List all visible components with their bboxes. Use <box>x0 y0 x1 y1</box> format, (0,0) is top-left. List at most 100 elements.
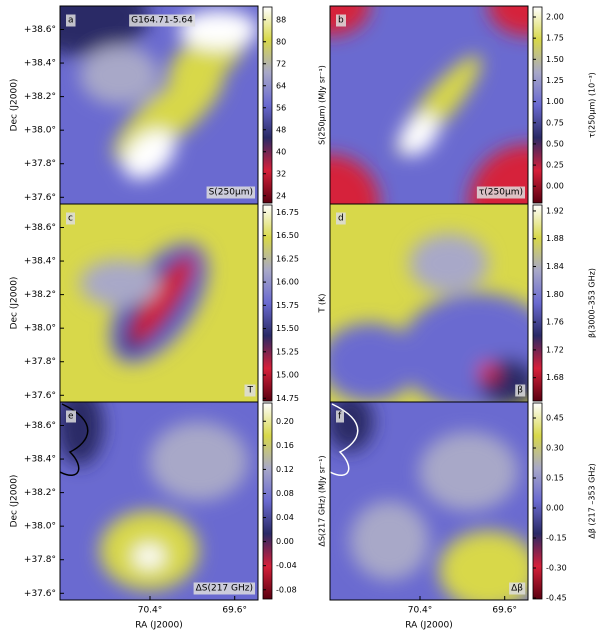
panel-annotation: e <box>68 412 74 422</box>
colorbar-tick-label: 16.25 <box>276 254 299 263</box>
y-tick-label: +38.0° <box>24 522 56 532</box>
colorbar-tick-label: -0.30 <box>546 564 567 573</box>
annotation-box <box>129 14 196 27</box>
map-blob <box>409 233 489 294</box>
map-blob <box>79 45 159 105</box>
map-blob <box>60 6 150 56</box>
x-axis-label: RA (J2000) <box>135 621 183 631</box>
colorbar-tick-label: -0.15 <box>546 534 567 543</box>
colorbar-tick-label: 0.25 <box>546 161 564 170</box>
colorbar-tick-label: 0.30 <box>546 444 564 453</box>
x-tick-label: 70.4° <box>408 606 433 616</box>
colorbar-label: S(250μm) (MJy sr⁻¹) <box>318 65 327 145</box>
panel-annotation: f <box>338 412 342 422</box>
colorbar-tick-label: 64 <box>276 81 286 90</box>
annotation-box <box>336 14 346 27</box>
colorbar-tick-label: 1.88 <box>546 234 564 243</box>
panel-annotation: Δβ <box>511 584 523 594</box>
colorbar <box>262 6 273 204</box>
contour <box>330 403 359 476</box>
annotation-box <box>515 384 526 397</box>
annotation-box <box>193 582 255 595</box>
colorbar-tick-label: 1.75 <box>546 34 564 43</box>
colorbar-tick-label: 72 <box>276 59 286 68</box>
x-tick-label: 69.6° <box>222 606 247 616</box>
map-blob <box>133 544 165 569</box>
colorbar-tick-label: 1.50 <box>546 55 564 64</box>
map-structure <box>330 233 528 402</box>
colorbar <box>532 402 543 600</box>
colorbar <box>262 402 273 600</box>
annotation-box <box>66 14 76 27</box>
y-tick-label: +38.2° <box>24 92 56 102</box>
colorbar-tick-label: 16.50 <box>276 231 299 240</box>
panel-annotation: G164.71-5.64 <box>131 16 193 26</box>
annotation-box <box>66 410 76 423</box>
colorbar-tick-label: 0.04 <box>276 513 294 522</box>
map-blob <box>330 6 370 36</box>
map-blob <box>349 500 429 581</box>
panel-annotation: ΔS(217 GHz) <box>196 584 253 594</box>
panel-annotation: d <box>338 214 344 224</box>
panel-annotation: T <box>247 386 254 396</box>
colorbar-tick-label: -0.04 <box>276 561 297 570</box>
map-blob <box>330 154 380 204</box>
colorbar-tick-label: 56 <box>276 103 286 112</box>
colorbar-tick-label: 0.16 <box>276 441 294 450</box>
colorbar-tick-label: 15.00 <box>276 371 299 380</box>
colorbar-tick-label: 16.75 <box>276 208 299 217</box>
map-blob <box>131 256 195 342</box>
colorbar-tick-label: 0.45 <box>546 414 564 423</box>
colorbar-tick-label: 40 <box>276 147 286 156</box>
colorbar-label: β(3000–353 GHz) <box>588 268 597 338</box>
annotation-box <box>66 212 75 225</box>
colorbar-tick-label: 88 <box>276 15 286 24</box>
colorbar-tick-label: 1.76 <box>546 318 564 327</box>
colorbar-tick-label: 1.68 <box>546 373 564 382</box>
y-tick-label: +38.6° <box>24 25 56 35</box>
colorbar-tick-label: 1.25 <box>546 76 564 85</box>
x-tick-label: 69.6° <box>492 606 517 616</box>
colorbar-tick-label: 0.15 <box>546 474 564 483</box>
map-image <box>330 204 528 402</box>
annotation-box <box>476 186 525 199</box>
colorbar-tick-label: 0.50 <box>546 139 564 148</box>
colorbar-tick-label: 48 <box>276 125 286 134</box>
annotation-box <box>336 410 344 423</box>
colorbar-tick-label: -0.45 <box>546 594 567 603</box>
y-tick-label: +38.4° <box>24 257 56 267</box>
y-tick-label: +38.4° <box>24 455 56 465</box>
y-tick-label: +37.6° <box>24 193 56 203</box>
colorbar <box>532 204 543 402</box>
panel-annotation: a <box>68 16 74 26</box>
annotation-box <box>509 582 526 595</box>
colorbar-tick-label: 0.08 <box>276 489 294 498</box>
colorbar-tick-label: 0.75 <box>546 118 564 127</box>
map-image <box>60 402 258 600</box>
panel-annotation: S(250μm) <box>209 188 253 198</box>
colorbar-tick-label: 2.00 <box>546 13 564 22</box>
colorbar-tick-label: 32 <box>276 169 286 178</box>
map-image <box>330 402 528 600</box>
y-tick-label: +37.6° <box>24 391 56 401</box>
colorbar-tick-label: 1.72 <box>546 345 564 354</box>
map-blob <box>488 6 528 36</box>
colorbar-tick-label: 14.75 <box>276 394 299 403</box>
colorbar-tick-label: 0.00 <box>546 504 564 513</box>
y-tick-label: +38.6° <box>24 421 56 431</box>
map-image <box>60 204 258 402</box>
colorbar-tick-label: 0.20 <box>276 417 294 426</box>
y-tick-label: +37.8° <box>24 555 56 565</box>
colorbar-tick-label: 0.00 <box>276 537 294 546</box>
map-blob <box>123 130 176 179</box>
colorbar-tick-label: 1.00 <box>546 97 564 106</box>
y-tick-label: +37.8° <box>24 357 56 367</box>
annotation-box <box>206 186 255 199</box>
colorbar-label: τ(250μm) (10⁻³) <box>588 72 597 138</box>
map-blob <box>419 431 519 511</box>
colorbar-label: ΔS(217 GHz) (MJy sr⁻¹) <box>318 455 327 546</box>
y-axis-label: Dec (J2000) <box>10 475 20 528</box>
y-axis-label: Dec (J2000) <box>10 79 20 132</box>
map-structure <box>60 6 258 179</box>
